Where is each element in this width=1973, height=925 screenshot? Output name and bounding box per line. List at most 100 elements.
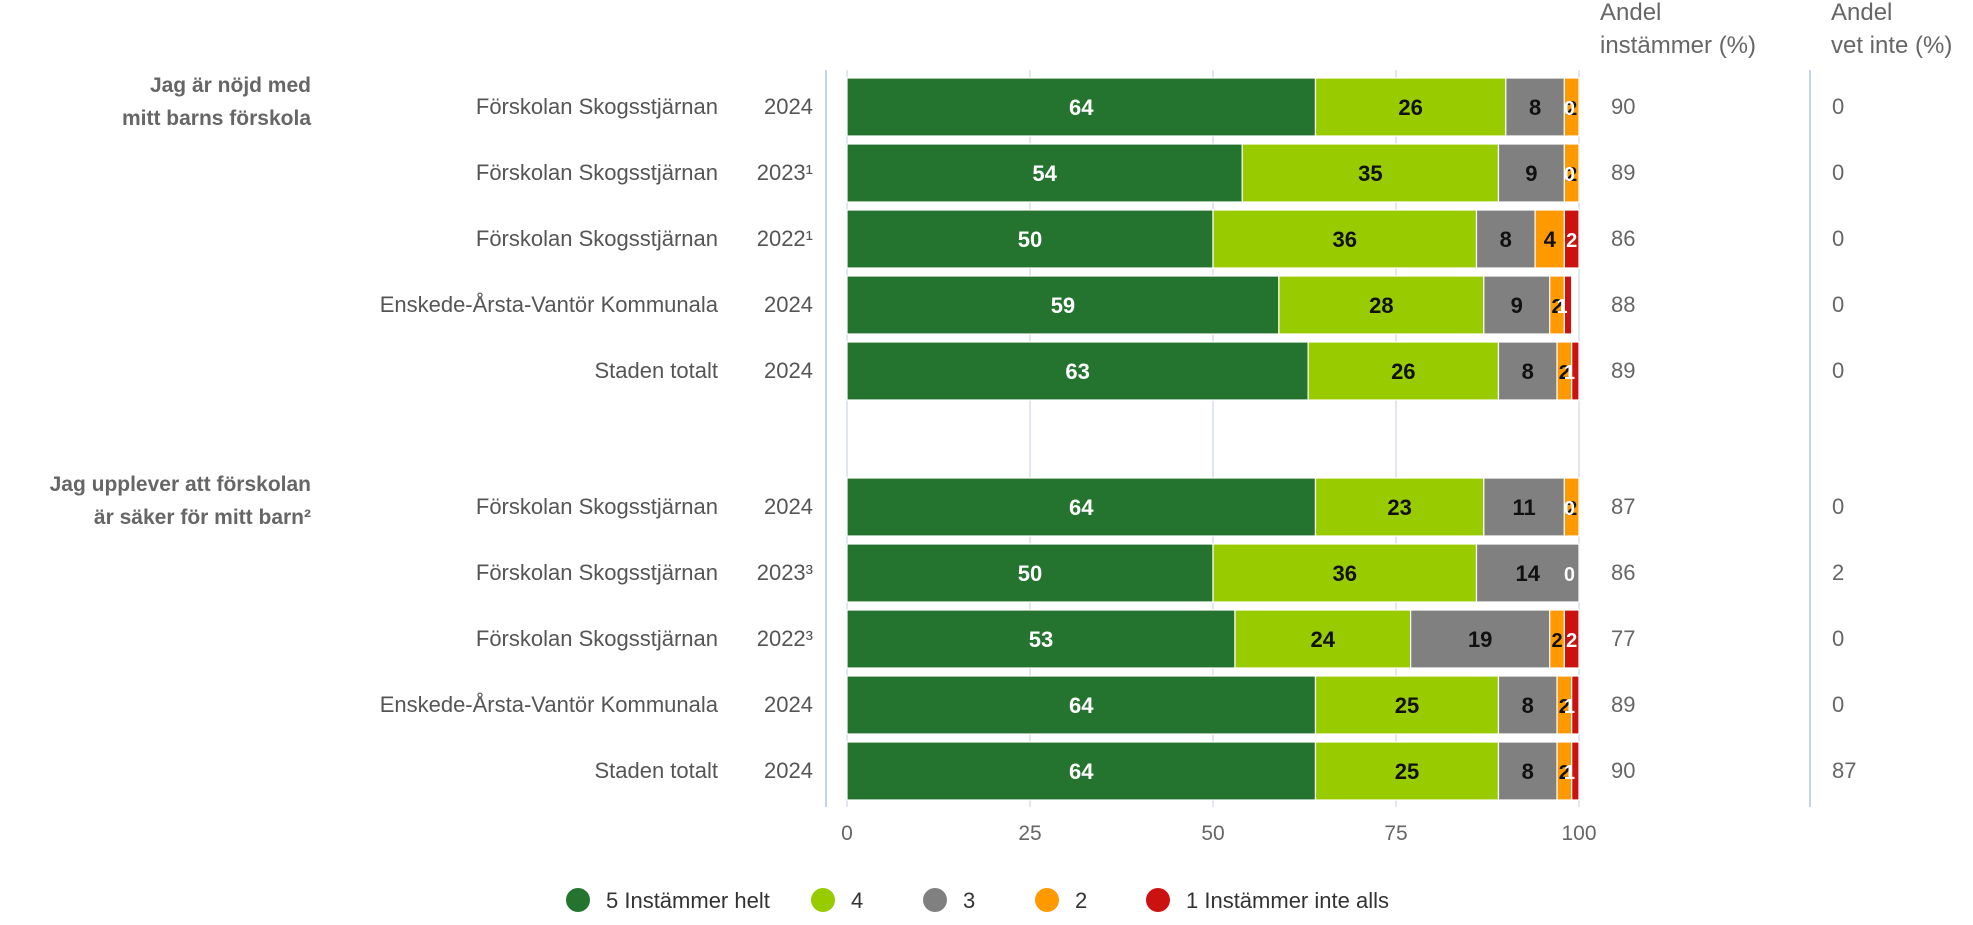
bar-data-label: 25 — [1395, 693, 1419, 718]
bar-data-label: 59 — [1051, 293, 1075, 318]
agree-header-line-1: Andel — [1600, 0, 1661, 26]
row-unit-label: Förskolan Skogsstjärnan — [476, 494, 718, 519]
row-unit-label: Förskolan Skogsstjärnan — [476, 560, 718, 585]
row-year-label: 2023¹ — [757, 160, 813, 185]
bar-data-label: 19 — [1468, 627, 1492, 652]
dont-know-percent-value: 0 — [1832, 494, 1844, 519]
bar-segment — [1534, 209, 1565, 269]
bar-data-label: 2 — [1566, 98, 1577, 120]
bar-data-label: 0 — [1564, 498, 1575, 520]
dont-know-percent-value: 0 — [1832, 226, 1844, 251]
bar-data-label: 36 — [1333, 227, 1357, 252]
bar-data-label: 25 — [1395, 759, 1419, 784]
question-label-2-line-1: Jag upplever att förskolan — [50, 473, 311, 496]
bar-data-label: 8 — [1522, 359, 1534, 384]
agree-percent-value: 89 — [1611, 692, 1635, 717]
bar-data-label: 8 — [1500, 227, 1512, 252]
agree-percent-value: 89 — [1611, 160, 1635, 185]
bar-data-label: 50 — [1018, 561, 1042, 586]
dont-know-percent-value: 0 — [1832, 292, 1844, 317]
bar-data-label: 53 — [1029, 627, 1053, 652]
bar-segment — [1563, 209, 1580, 269]
bar-segment — [1314, 741, 1500, 801]
bar-segment — [1571, 741, 1580, 801]
axis-layer: 0 25 50 75 100 — [825, 70, 1811, 845]
legend-marker — [1146, 888, 1170, 912]
bar-segment — [1278, 275, 1485, 335]
bar-data-label: 0 — [1564, 164, 1575, 186]
row-year-label: 2022³ — [757, 626, 813, 651]
bar-segment — [1563, 609, 1580, 669]
bar-segment — [1475, 543, 1580, 603]
bar-data-label: 64 — [1069, 95, 1094, 120]
bar-segment — [1563, 77, 1580, 137]
bar-segment — [846, 143, 1243, 203]
row-unit-label: Förskolan Skogsstjärnan — [476, 94, 718, 119]
row-year-label: 2024 — [764, 94, 813, 119]
row-year-label: 2022¹ — [757, 226, 813, 251]
dont-know-percent-value: 2 — [1832, 560, 1844, 585]
bar-data-label: 2 — [1566, 230, 1577, 252]
legend-label: 2 — [1075, 888, 1087, 913]
row-year-label: 2024 — [764, 358, 813, 383]
bar-segment — [846, 275, 1280, 335]
x-tick-label: 50 — [1201, 822, 1224, 845]
dont-know-percent-value: 0 — [1832, 94, 1844, 119]
bar-data-label: 8 — [1522, 693, 1534, 718]
bar-segment — [1314, 675, 1500, 735]
row-unit-label: Staden totalt — [594, 358, 718, 383]
agree-percent-value: 90 — [1611, 94, 1635, 119]
bar-data-label: 23 — [1387, 495, 1411, 520]
bar-segment — [1563, 477, 1580, 537]
agree-percent-value: 89 — [1611, 358, 1635, 383]
x-tick-label: 100 — [1561, 822, 1596, 845]
x-tick-label: 0 — [841, 822, 853, 845]
bar-data-label: 2 — [1551, 296, 1562, 318]
bar-data-label: 24 — [1311, 627, 1336, 652]
bar-data-label: 11 — [1512, 495, 1535, 520]
bar-segment — [1241, 143, 1500, 203]
agree-header-line-2: instämmer (%) — [1600, 32, 1756, 59]
bar-data-label: 1 — [1557, 296, 1568, 318]
bar-data-label: 54 — [1032, 161, 1057, 186]
bar-data-label: 2 — [1559, 362, 1570, 384]
legend-label: 3 — [963, 888, 975, 913]
bar-data-label: 14 — [1516, 561, 1541, 586]
legend-marker — [1035, 888, 1059, 912]
x-tick-label: 25 — [1018, 822, 1041, 845]
dont-know-percent-value: 0 — [1832, 692, 1844, 717]
dont-know-percent-value: 87 — [1832, 758, 1856, 783]
question-label-1-line-1: Jag är nöjd med — [150, 74, 311, 97]
bar-data-label: 1 — [1564, 696, 1575, 718]
bar-data-label: 26 — [1391, 359, 1415, 384]
bar-data-label: 28 — [1369, 293, 1393, 318]
bar-data-label: 2 — [1566, 630, 1577, 652]
bar-data-label: 0 — [1564, 564, 1575, 586]
legend-label: 1 Instämmer inte alls — [1186, 888, 1389, 913]
row-unit-label: Förskolan Skogsstjärnan — [476, 160, 718, 185]
bar-segment — [846, 477, 1317, 537]
bar-data-label: 1 — [1564, 762, 1575, 784]
bar-data-label: 2 — [1566, 498, 1577, 520]
bar-data-label: 0 — [1564, 564, 1575, 586]
row-year-label: 2024 — [764, 292, 813, 317]
bar-segment — [846, 77, 1317, 137]
row-year-label: 2024 — [764, 758, 813, 783]
legend-marker — [811, 888, 835, 912]
dont-know-percent-value: 0 — [1832, 160, 1844, 185]
legend-marker — [566, 888, 590, 912]
legend-label: 4 — [851, 888, 863, 913]
row-unit-label: Enskede-Årsta-Vantör Kommunala — [380, 692, 719, 717]
row-year-label: 2024 — [764, 692, 813, 717]
bar-segment — [1475, 209, 1536, 269]
bar-segment — [1571, 675, 1580, 735]
bar-data-label: 64 — [1069, 495, 1094, 520]
bar-data-label: 50 — [1018, 227, 1042, 252]
bar-data-label: 4 — [1544, 227, 1557, 252]
dont-know-percent-value: 0 — [1832, 358, 1844, 383]
question-label-1-line-2: mitt barns förskola — [122, 107, 311, 130]
bar-segment — [1483, 477, 1565, 537]
bar-data-label: 64 — [1069, 759, 1094, 784]
